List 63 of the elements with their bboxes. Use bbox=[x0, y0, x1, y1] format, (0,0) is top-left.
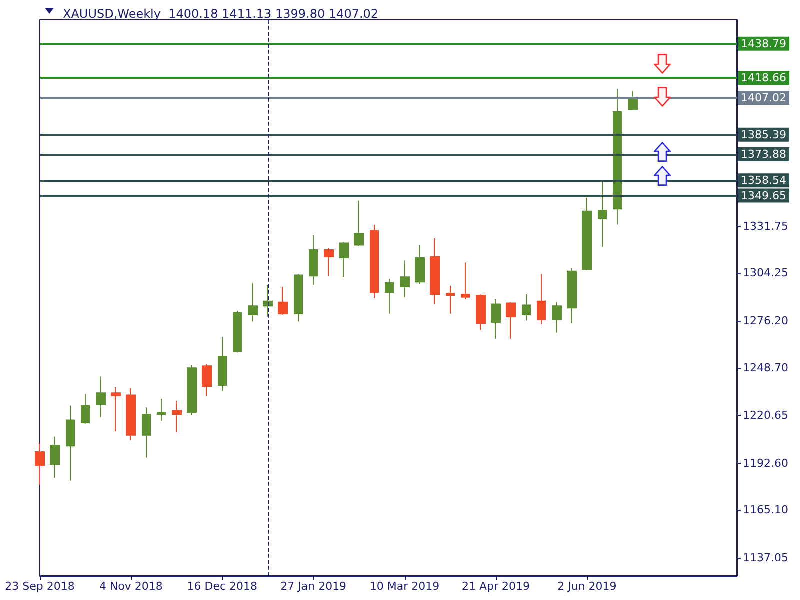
candlestick bbox=[446, 285, 455, 314]
candlestick bbox=[142, 407, 151, 458]
y-tick-label: 1165.10 bbox=[743, 504, 788, 517]
x-tick-label: 23 Sep 2018 bbox=[5, 580, 75, 593]
candlestick bbox=[248, 282, 258, 322]
candlestick bbox=[385, 278, 394, 314]
candlestick bbox=[187, 364, 197, 416]
candlestick bbox=[522, 294, 531, 322]
candlestick bbox=[233, 310, 242, 354]
x-tick-label: 21 Apr 2019 bbox=[462, 580, 530, 593]
candlestick bbox=[506, 302, 516, 340]
x-tick-label: 16 Dec 2018 bbox=[187, 580, 258, 593]
y-tick-label: 1331.75 bbox=[743, 220, 788, 233]
y-tick-label: 1248.70 bbox=[743, 361, 788, 374]
candlestick bbox=[96, 376, 106, 418]
x-tick-label: 27 Jan 2019 bbox=[280, 580, 347, 593]
candlestick bbox=[552, 302, 562, 334]
candlestick bbox=[294, 274, 303, 322]
y-tick-label: 1192.60 bbox=[743, 456, 788, 470]
ref-line-label: 1358.54 bbox=[741, 174, 786, 188]
candlestick bbox=[218, 336, 227, 392]
candlestick bbox=[157, 398, 166, 422]
ref-line-label: 1438.79 bbox=[741, 37, 786, 50]
candlestick bbox=[400, 260, 410, 298]
ref-line-label: 1349.65 bbox=[741, 189, 786, 202]
y-tick-label: 1137.05 bbox=[743, 552, 788, 565]
candlestick bbox=[81, 394, 90, 424]
chart-title: XAUUSD,Weekly 1400.18 1411.13 1399.80 1407.02 bbox=[63, 7, 379, 21]
candlestick bbox=[415, 244, 425, 284]
x-tick-label: 4 Nov 2018 bbox=[99, 580, 163, 593]
candlestick bbox=[567, 268, 577, 324]
y-tick-label: 1304.25 bbox=[743, 266, 788, 280]
y-tick-label: 1220.65 bbox=[743, 409, 788, 422]
candlestick bbox=[309, 235, 318, 286]
candlestick bbox=[354, 200, 364, 247]
candlestick bbox=[461, 262, 470, 300]
candlestick bbox=[324, 248, 334, 277]
candlestick bbox=[582, 197, 592, 271]
candlestick bbox=[50, 436, 60, 479]
x-tick-label: 2 Jun 2019 bbox=[558, 580, 617, 593]
candlestick bbox=[66, 405, 75, 482]
candlestick bbox=[126, 388, 136, 441]
candlestick bbox=[35, 443, 45, 486]
candlestick bbox=[202, 364, 212, 397]
ref-line-label: 1373.88 bbox=[741, 148, 786, 161]
ref-line-label: 1418.66 bbox=[741, 72, 786, 85]
candlestick bbox=[172, 400, 182, 434]
candlestick bbox=[263, 284, 273, 318]
candlestick bbox=[111, 386, 121, 432]
candlestick bbox=[278, 286, 288, 316]
ref-line-label: 1385.39 bbox=[741, 128, 786, 142]
x-tick-label: 10 Mar 2019 bbox=[370, 580, 440, 593]
candlestick bbox=[491, 298, 501, 340]
candlestick bbox=[430, 238, 440, 305]
candlestick bbox=[628, 90, 638, 111]
candlestick bbox=[613, 88, 622, 226]
candlestick bbox=[370, 224, 379, 299]
candlestick bbox=[598, 180, 607, 248]
y-tick-label: 1276.20 bbox=[743, 314, 788, 328]
ref-line-label: 1407.02 bbox=[741, 92, 786, 105]
candlestick bbox=[339, 242, 349, 278]
candlestick bbox=[537, 274, 546, 325]
candlestick bbox=[476, 294, 486, 331]
